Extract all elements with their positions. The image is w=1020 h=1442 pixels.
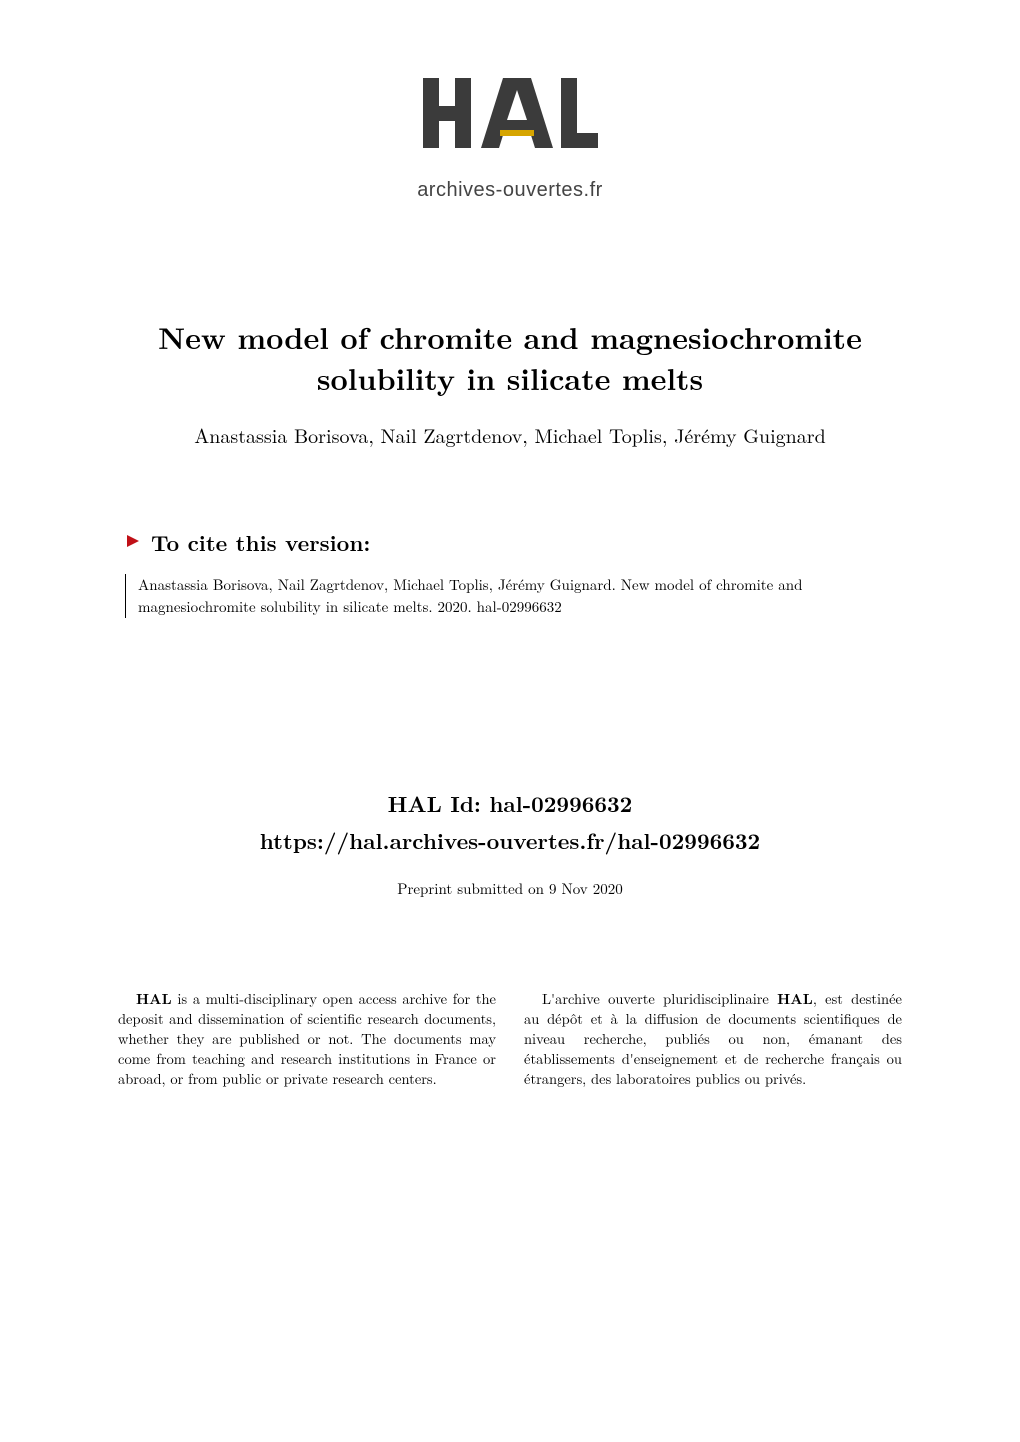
hal-url: https://hal.archives-ouvertes.fr/hal-029… bbox=[0, 825, 1020, 856]
cite-header: To cite this version: bbox=[125, 527, 895, 558]
col-right-pre: L'archive ouverte pluridisciplinaire bbox=[542, 989, 777, 1009]
col-left-text: is a multi-disciplinary open access arch… bbox=[118, 989, 496, 1089]
cite-section: To cite this version: Anastassia Borisov… bbox=[125, 527, 895, 618]
submitted-date: Preprint submitted on 9 Nov 2020 bbox=[0, 878, 1020, 899]
paper-authors: Anastassia Borisova, Nail Zagrtdenov, Mi… bbox=[90, 420, 930, 449]
hal-logo-subtext: archives-ouvertes.fr bbox=[0, 179, 1020, 202]
triangle-icon bbox=[125, 531, 141, 554]
paper-title: New model of chromite and magnesiochromi… bbox=[90, 317, 930, 398]
hal-id: HAL Id: hal-02996632 bbox=[0, 788, 1020, 819]
hal-bold-left: HAL bbox=[136, 989, 172, 1009]
hal-logo-section: archives-ouvertes.fr bbox=[0, 0, 1020, 232]
column-left: HAL is a multi-disciplinary open access … bbox=[118, 989, 496, 1089]
column-right: L'archive ouverte pluridisciplinaire HAL… bbox=[524, 989, 902, 1089]
halid-section: HAL Id: hal-02996632 https://hal.archive… bbox=[0, 788, 1020, 899]
cite-body: Anastassia Borisova, Nail Zagrtdenov, Mi… bbox=[125, 574, 895, 618]
hal-bold-right: HAL bbox=[777, 989, 813, 1009]
hal-logo-icon bbox=[423, 78, 598, 171]
cite-heading: To cite this version: bbox=[151, 527, 370, 558]
description-columns: HAL is a multi-disciplinary open access … bbox=[118, 989, 902, 1089]
title-section: New model of chromite and magnesiochromi… bbox=[0, 232, 1020, 449]
